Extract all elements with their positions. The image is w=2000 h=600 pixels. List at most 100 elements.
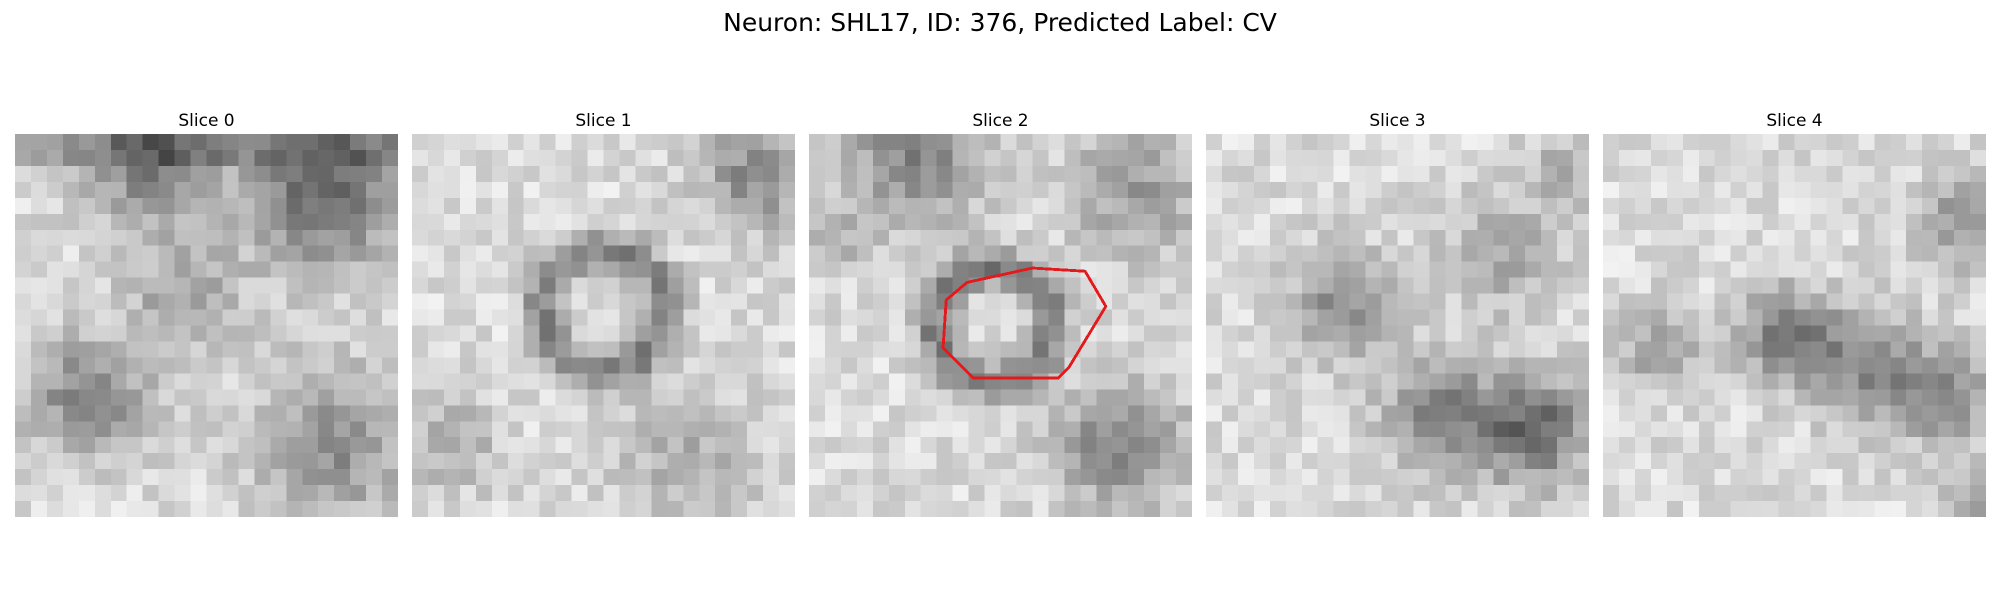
image-pixel <box>94 325 112 342</box>
image-pixel <box>1365 277 1382 294</box>
image-pixel <box>15 421 32 438</box>
image-pixel <box>936 229 953 247</box>
image-pixel <box>619 485 636 502</box>
image-pixel <box>952 293 969 310</box>
image-pixel <box>1285 421 1303 438</box>
image-pixel <box>1938 165 1955 183</box>
image-pixel <box>62 405 80 422</box>
image-pixel <box>1874 373 1891 390</box>
image-pixel <box>840 165 858 183</box>
image-pixel <box>94 405 112 422</box>
image-pixel <box>142 181 159 199</box>
image-pixel <box>779 501 795 517</box>
image-pixel <box>1144 197 1161 215</box>
image-pixel <box>651 469 668 486</box>
image-pixel <box>366 181 383 199</box>
image-pixel <box>1906 134 1923 151</box>
image-pixel <box>603 469 620 486</box>
image-pixel <box>872 389 890 406</box>
image-pixel <box>1064 149 1081 167</box>
image-pixel <box>1221 213 1239 231</box>
image-pixel <box>1794 229 1811 247</box>
image-pixel <box>1858 453 1875 470</box>
image-pixel <box>507 134 525 151</box>
image-pixel <box>1269 181 1287 199</box>
image-pixel <box>366 485 383 502</box>
image-pixel <box>318 485 335 502</box>
image-pixel <box>683 309 700 326</box>
image-pixel <box>1890 229 1907 247</box>
image-pixel <box>1144 213 1161 231</box>
image-pixel <box>1634 181 1652 199</box>
image-pixel <box>1461 229 1478 247</box>
image-pixel <box>30 197 48 215</box>
image-pixel <box>1160 293 1177 310</box>
image-pixel <box>1493 197 1510 215</box>
image-pixel <box>587 229 604 247</box>
image-pixel <box>302 357 319 374</box>
image-pixel <box>1160 277 1177 294</box>
image-pixel <box>1301 469 1319 486</box>
image-pixel <box>619 325 636 342</box>
image-pixel <box>142 245 159 262</box>
image-pixel <box>1858 357 1875 374</box>
image-pixel <box>523 181 540 199</box>
image-pixel <box>888 501 906 517</box>
image-pixel <box>126 453 143 470</box>
image-pixel <box>555 453 572 470</box>
image-pixel <box>1858 405 1875 422</box>
image-pixel <box>46 277 64 294</box>
image-pixel <box>1970 165 1986 183</box>
image-pixel <box>1794 341 1811 358</box>
image-pixel <box>1525 485 1542 502</box>
image-pixel <box>888 149 906 167</box>
image-pixel <box>1237 213 1255 231</box>
image-pixel <box>174 293 191 310</box>
image-pixel <box>603 293 620 310</box>
image-pixel <box>1826 245 1843 262</box>
image-pixel <box>475 325 493 342</box>
image-pixel <box>603 149 620 167</box>
image-pixel <box>1493 309 1510 326</box>
image-pixel <box>1301 293 1319 310</box>
image-pixel <box>1842 134 1859 151</box>
image-pixel <box>840 469 858 486</box>
image-pixel <box>1112 341 1129 358</box>
image-pixel <box>856 213 874 231</box>
image-pixel <box>334 261 351 278</box>
image-pixel <box>1603 309 1620 326</box>
image-pixel <box>1285 453 1303 470</box>
image-pixel <box>443 149 461 167</box>
image-pixel <box>1493 421 1510 438</box>
image-pixel <box>174 389 191 406</box>
image-pixel <box>1016 357 1033 374</box>
image-pixel <box>1762 245 1779 262</box>
image-pixel <box>523 373 540 390</box>
image-pixel <box>651 389 668 406</box>
image-pixel <box>523 165 540 183</box>
image-pixel <box>206 261 223 278</box>
image-pixel <box>1557 181 1574 199</box>
image-pixel <box>1445 165 1462 183</box>
image-pixel <box>350 389 367 406</box>
image-pixel <box>747 421 764 438</box>
image-pixel <box>731 501 748 517</box>
image-pixel <box>1016 181 1033 199</box>
image-pixel <box>270 485 287 502</box>
image-pixel <box>747 469 764 486</box>
image-pixel <box>1493 437 1510 454</box>
slice-title-4: Slice 4 <box>1766 111 1823 131</box>
image-pixel <box>763 165 780 183</box>
image-pixel <box>635 357 652 374</box>
image-pixel <box>1573 373 1589 390</box>
image-pixel <box>1682 357 1700 374</box>
image-pixel <box>286 485 303 502</box>
image-pixel <box>1826 485 1843 502</box>
image-pixel <box>667 357 684 374</box>
image-pixel <box>206 277 223 294</box>
image-pixel <box>443 421 461 438</box>
image-pixel <box>254 437 271 454</box>
image-pixel <box>1762 501 1779 517</box>
image-pixel <box>904 421 922 438</box>
image-pixel <box>1730 373 1747 390</box>
